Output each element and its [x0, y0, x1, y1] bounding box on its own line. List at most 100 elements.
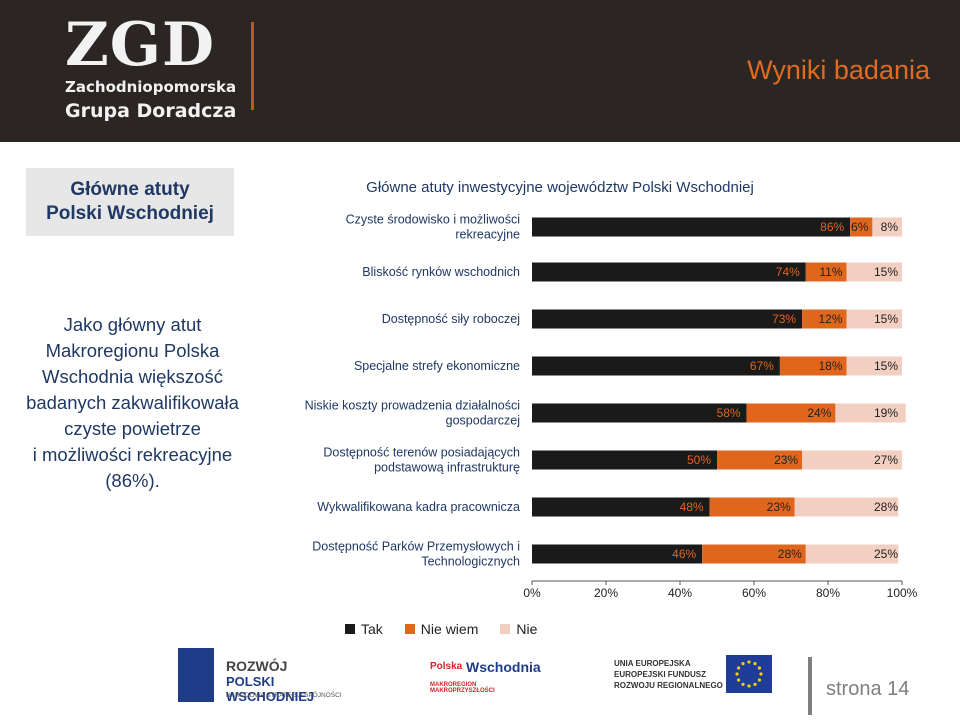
logo-line-2: Grupa Doradcza [65, 100, 237, 122]
legend-swatch-tak [345, 624, 355, 634]
legend-label-nie-wiem: Nie wiem [420, 621, 479, 637]
eu-stars-icon [735, 660, 763, 688]
header-bar: ZGD Zachodniopomorska Grupa Doradcza Wyn… [0, 0, 960, 142]
pw-line-1: Polska [430, 661, 463, 672]
bar-segment-nie-wiem [702, 544, 806, 564]
data-label-nie-wiem: 12% [818, 312, 842, 326]
data-label-nie-wiem: 18% [818, 359, 842, 373]
data-label-nie-wiem: 23% [774, 453, 798, 467]
pw-line-3: MAKROREGION MAKROPRZYSZŁOŚCI [430, 682, 495, 694]
legend-swatch-nie [500, 624, 511, 634]
bar-segment-tak [532, 497, 710, 517]
category-label: podstawową infrastrukturę [374, 461, 520, 475]
data-label-tak: 46% [672, 547, 696, 561]
rpw-emblem [178, 648, 214, 702]
rpw-line-2: POLSKI WSCHODNIEJ [226, 674, 315, 704]
bar-segment-nie-wiem [802, 309, 847, 329]
side-heading-line-1: Główne atuty [70, 179, 190, 200]
category-label: Dostępność Parków Przemysłowych i [312, 540, 520, 554]
side-text-line: czyste powietrze [64, 418, 201, 439]
bar-segment-nie [846, 356, 902, 376]
category-label: Niskie koszty prowadzenia działalności [305, 399, 520, 413]
x-tick-label: 0% [523, 586, 541, 600]
bar-segment-tak [532, 450, 717, 470]
data-label-tak: 67% [750, 359, 774, 373]
zgd-logo: ZGD Zachodniopomorska Grupa Doradcza [45, 8, 275, 133]
data-label-tak: 86% [820, 220, 844, 234]
data-label-nie: 8% [881, 220, 899, 234]
legend-label-tak: Tak [361, 621, 383, 637]
data-label-nie-wiem: 28% [778, 547, 802, 561]
side-heading-line-2: Polski Wschodniej [46, 203, 214, 224]
category-label: Czyste środowisko i możliwości [346, 213, 520, 227]
rpw-line-3: NARODOWA STRATEGIA SPÓJNOŚCI [226, 692, 342, 699]
side-text-line: (86%). [105, 470, 160, 491]
data-label-nie: 27% [874, 453, 898, 467]
legend-item-nie: Nie [500, 621, 537, 637]
side-text-line: Wschodnia większość [42, 366, 223, 387]
side-summary-text: Jako główny atut Makroregionu Polska Wsc… [20, 312, 245, 494]
data-label-nie-wiem: 6% [851, 220, 869, 234]
category-label: rekreacyjne [455, 228, 520, 242]
bar-segment-nie [872, 217, 902, 237]
side-text-line: Makroregionu Polska [45, 340, 220, 361]
rozwoj-polski-wschodniej-logo: ROZWÓJ POLSKI WSCHODNIEJ NARODOWA STRATE… [178, 648, 358, 704]
side-heading-box: Główne atuty Polski Wschodniej [26, 168, 234, 236]
category-label: Dostępność terenów posiadających [323, 446, 520, 460]
data-label-nie-wiem: 23% [767, 500, 791, 514]
x-tick-label: 80% [816, 586, 840, 600]
x-tick-label: 100% [887, 586, 918, 600]
data-label-tak: 73% [772, 312, 796, 326]
header-divider [251, 22, 254, 110]
x-tick-label: 20% [594, 586, 618, 600]
category-label: Wykwalifikowana kadra pracownicza [317, 500, 520, 514]
bar-segment-nie [805, 544, 899, 564]
bar-segment-tak [532, 262, 806, 282]
eu-line-1: UNIA EUROPEJSKA [614, 659, 691, 668]
data-label-nie: 28% [874, 500, 898, 514]
chart-legend: Tak Nie wiem Nie [345, 621, 537, 637]
legend-item-nie-wiem: Nie wiem [404, 621, 479, 637]
legend-item-tak: Tak [345, 621, 383, 637]
bar-segment-nie-wiem [850, 217, 873, 237]
bar-segment-tak [532, 544, 703, 564]
data-label-nie-wiem: 24% [807, 406, 831, 420]
data-label-nie: 15% [874, 359, 898, 373]
logo-line-1: Zachodniopomorska [65, 78, 237, 96]
bar-segment-nie [846, 309, 902, 329]
bar-segment-nie [802, 450, 902, 470]
eu-line-2: EUROPEJSKI FUNDUSZ [614, 670, 707, 679]
eu-logo: UNIA EUROPEJSKA EUROPEJSKI FUNDUSZ ROZWO… [614, 655, 774, 695]
category-label: Bliskość rynków wschodnich [362, 265, 520, 279]
category-label: Dostępność siły roboczej [382, 312, 520, 326]
footer-divider [808, 657, 812, 715]
bar-segment-nie-wiem [779, 356, 847, 376]
page-number: strona 14 [826, 678, 910, 700]
data-label-nie: 15% [874, 312, 898, 326]
data-label-nie: 25% [874, 547, 898, 561]
bar-segment-nie-wiem [717, 450, 803, 470]
x-tick-label: 60% [742, 586, 766, 600]
bar-segment-nie-wiem [746, 403, 836, 423]
data-label-nie-wiem: 11% [819, 265, 842, 279]
bar-segment-nie [794, 497, 899, 517]
legend-swatch-nie-wiem [404, 624, 415, 634]
eu-flag-icon [726, 655, 772, 693]
rpw-line-1: ROZWÓJ [226, 658, 288, 674]
pw-line-2: Wschodnia [466, 659, 541, 675]
legend-label-nie: Nie [516, 621, 538, 637]
x-tick-label: 40% [668, 586, 692, 600]
chart-title: Główne atuty inwestycyjne województw Pol… [366, 179, 754, 196]
bar-segment-tak [532, 356, 780, 376]
category-label: gospodarczej [446, 414, 520, 428]
polska-wschodnia-logo: Polska Wschodnia MAKROREGION MAKROPRZYSZ… [428, 657, 541, 699]
data-label-tak: 58% [717, 406, 741, 420]
bar-segment-tak [532, 309, 803, 329]
data-label-tak: 74% [776, 265, 800, 279]
bar-segment-tak [532, 217, 851, 237]
logo-mark: ZGD [65, 10, 216, 80]
bar-segment-nie [835, 403, 906, 423]
page-title: Wyniki badania [747, 55, 930, 85]
side-text-line: badanych zakwalifikowała [26, 392, 239, 413]
